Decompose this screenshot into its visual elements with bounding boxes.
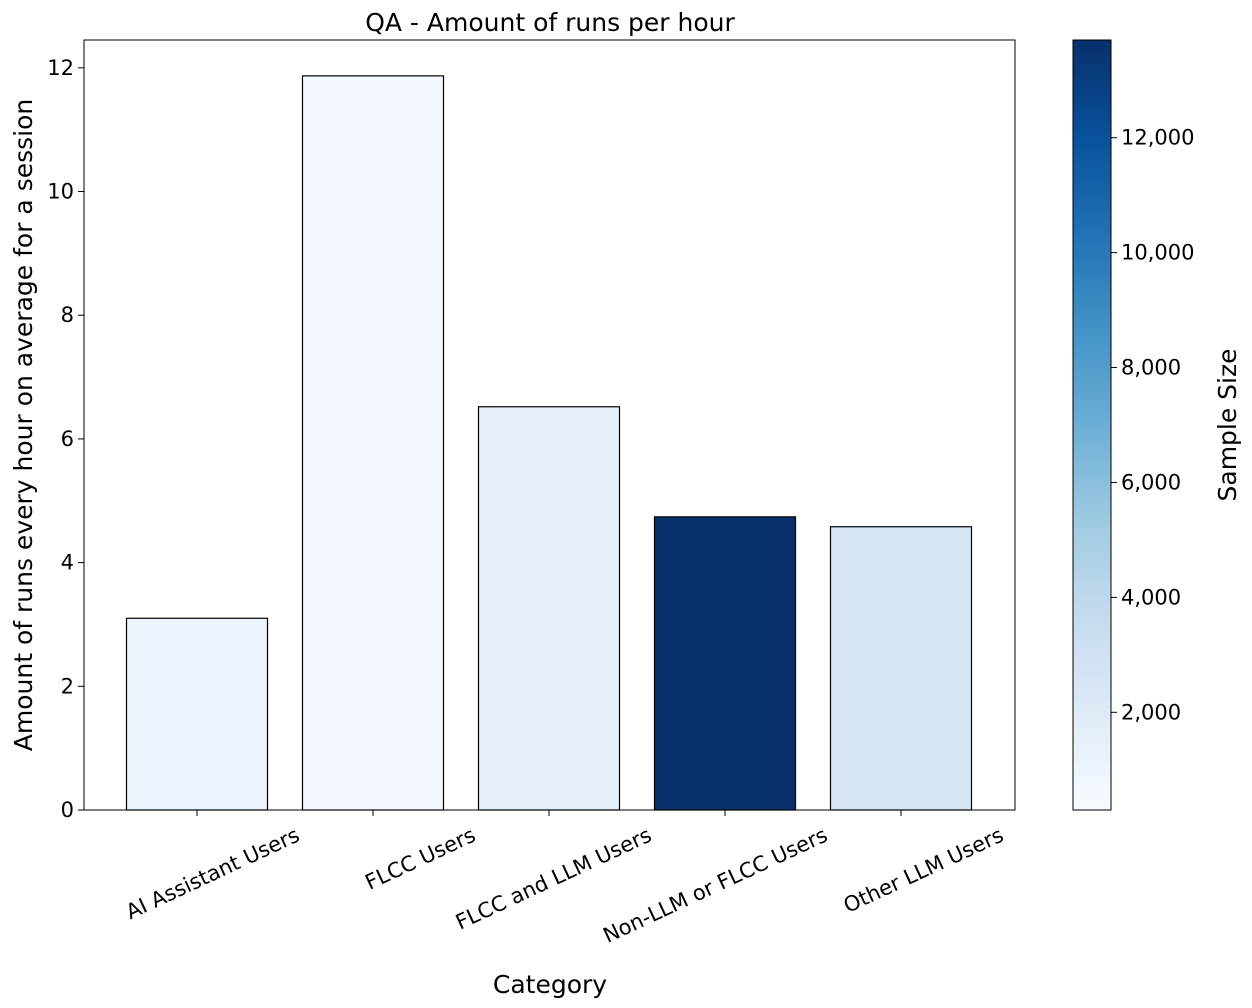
y-tick-label-6: 12 [47, 56, 74, 80]
y-axis-label: Amount of runs every hour on average for… [9, 99, 38, 751]
x-tick-label-1: FLCC Users [361, 823, 479, 895]
y-tick-label-1: 2 [61, 674, 74, 698]
bar-4 [829, 526, 973, 811]
colorbar-tick-label-0: 2,000 [1121, 700, 1181, 724]
plot-frame [83, 39, 1016, 811]
bar-0 [125, 617, 269, 811]
chart-title: QA - Amount of runs per hour [365, 8, 735, 37]
y-tick-label-2: 4 [61, 551, 74, 575]
x-tick-label-4: Other LLM Users [840, 823, 1007, 918]
y-tick-label-5: 10 [47, 180, 74, 204]
colorbar-tick-label-2: 6,000 [1121, 470, 1181, 494]
x-axis-label: Category [493, 970, 607, 999]
bar-2 [477, 406, 621, 811]
colorbar-label: Sample Size [1213, 348, 1242, 501]
colorbar-tick-label-4: 10,000 [1121, 241, 1194, 265]
colorbar: 2,000 4,000 6,000 8,000 10,000 12,000 [1072, 39, 1194, 811]
bar-1 [301, 75, 445, 811]
y-tick-label-3: 6 [61, 427, 74, 451]
x-tick-label-0: AI Assistant Users [122, 823, 303, 924]
colorbar-tick-label-5: 12,000 [1121, 126, 1194, 150]
colorbar-tick-label-3: 8,000 [1121, 356, 1181, 380]
colorbar-tick-label-1: 4,000 [1121, 585, 1181, 609]
bar-3 [653, 516, 797, 811]
y-tick-label-0: 0 [61, 798, 74, 822]
colorbar-gradient [1072, 39, 1112, 811]
y-tick-label-4: 8 [61, 303, 74, 327]
